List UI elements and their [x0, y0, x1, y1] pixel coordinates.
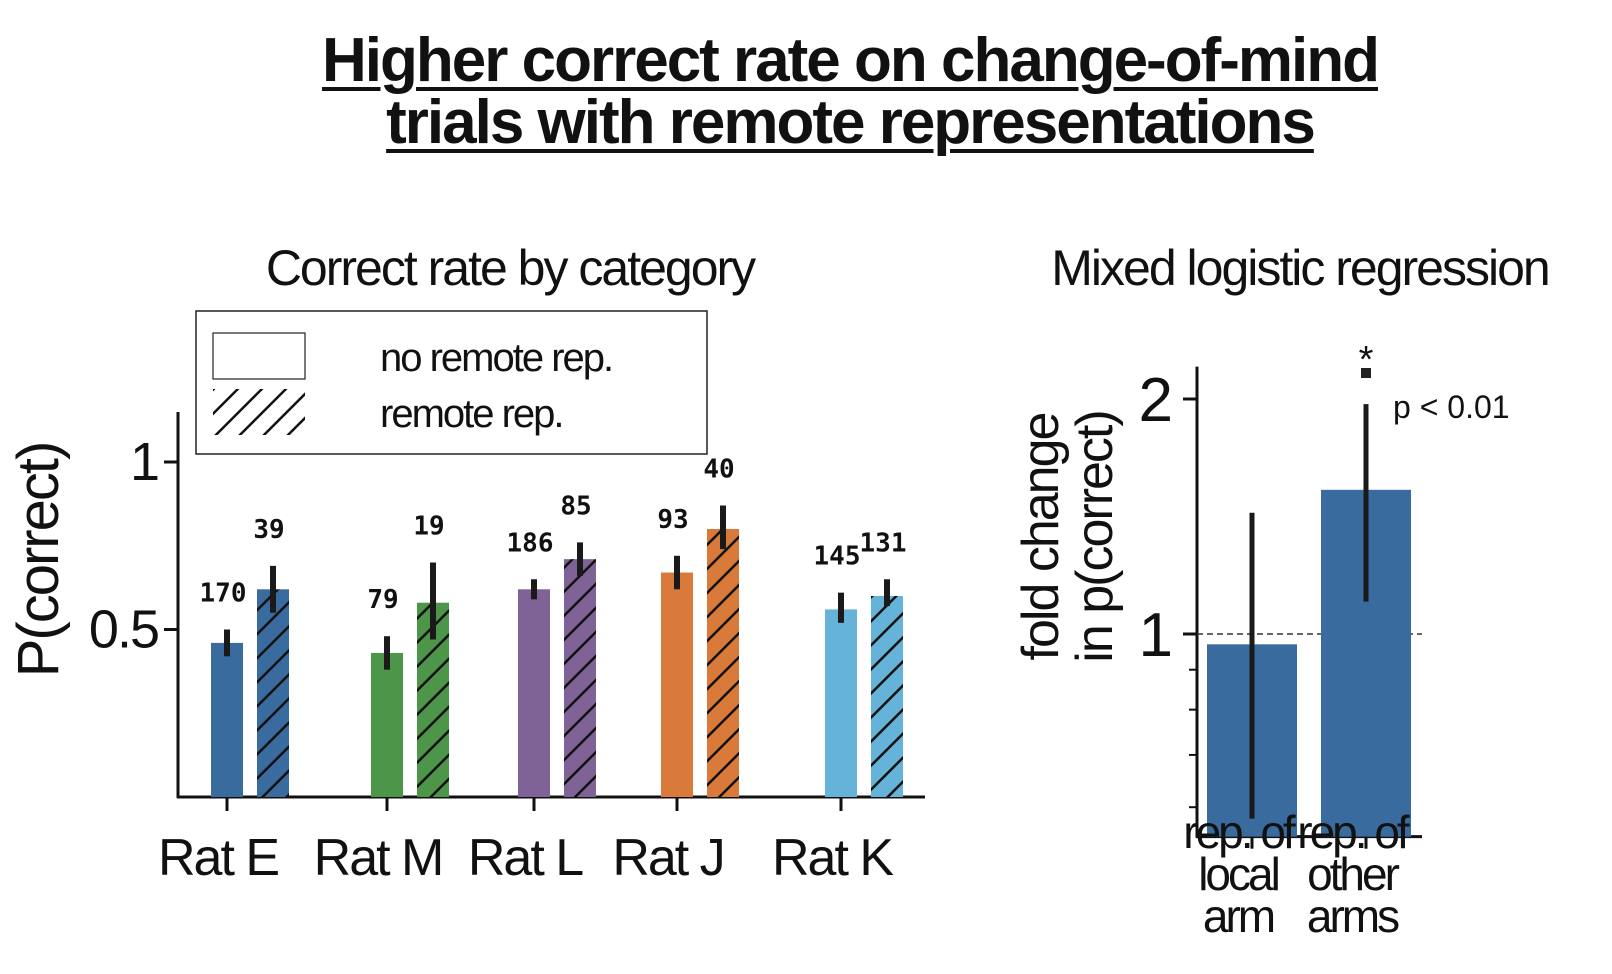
left-chart-ylabel: P(correct)	[6, 443, 71, 678]
n-label: 131	[860, 528, 907, 558]
left-y-tick-label: 1	[130, 432, 158, 492]
right-chart-ylabel-line-1: fold change	[1012, 413, 1070, 660]
main-title-line-1: Higher correct rate on change-of-mind	[322, 26, 1380, 95]
right-chart-ylabel-line-2: in p(correct)	[1066, 411, 1124, 662]
right-y-tick-label: 1	[1139, 601, 1173, 670]
legend-label: no remote rep.	[380, 336, 612, 380]
left-x-tick-label: Rat L	[468, 829, 583, 887]
right-y-tick-label: 2	[1139, 366, 1173, 435]
left-chart-title: Correct rate by category	[266, 240, 756, 296]
left-x-tick-label: Rat J	[612, 829, 723, 887]
right-x-tick-label: other	[1307, 848, 1400, 900]
n-label: 186	[507, 528, 554, 558]
left-x-tick-label: Rat M	[314, 829, 443, 887]
main-title: Higher correct rate on change-of-mind tr…	[290, 30, 1410, 154]
bar-rat-e-no-remote	[211, 642, 243, 797]
n-label: 170	[200, 579, 247, 609]
bar-rat-e-remote	[257, 589, 289, 797]
right-x-tick-label: arm	[1203, 890, 1274, 942]
bar-rat-j-remote	[707, 529, 739, 797]
bar-rat-l-remote	[564, 559, 596, 797]
right-x-tick-label: arms	[1307, 890, 1399, 942]
n-label: 145	[814, 542, 861, 572]
main-title-line-2: trials with remote representations	[386, 88, 1316, 157]
legend-swatch	[212, 332, 306, 380]
right-x-tick-label: rep. of	[1183, 806, 1296, 858]
bar-rat-k-remote	[871, 596, 903, 797]
bar-rat-k-no-remote	[825, 609, 857, 797]
p-value-label: p < 0.01	[1393, 389, 1510, 425]
bar-rat-m-no-remote	[371, 652, 403, 797]
n-label: 93	[657, 505, 688, 535]
n-label: 40	[703, 455, 734, 485]
n-label: 85	[560, 491, 591, 521]
right-x-tick-label: rep. of	[1297, 806, 1410, 858]
bar-rat-l-no-remote	[518, 589, 550, 797]
left-x-tick-label: Rat E	[158, 829, 278, 887]
legend-label: remote rep.	[380, 392, 563, 436]
left-y-tick-label: 0.5	[89, 600, 158, 660]
legend-swatch	[213, 389, 305, 435]
left-x-tick-label: Rat K	[772, 829, 894, 887]
n-label: 19	[413, 512, 444, 542]
significance-marker	[1361, 368, 1371, 378]
n-label: 39	[253, 515, 284, 545]
n-label: 79	[367, 585, 398, 615]
right-x-tick-label: local	[1198, 848, 1278, 900]
right-chart-title: Mixed logistic regression	[1051, 240, 1548, 296]
bar-rat-j-no-remote	[661, 572, 693, 797]
